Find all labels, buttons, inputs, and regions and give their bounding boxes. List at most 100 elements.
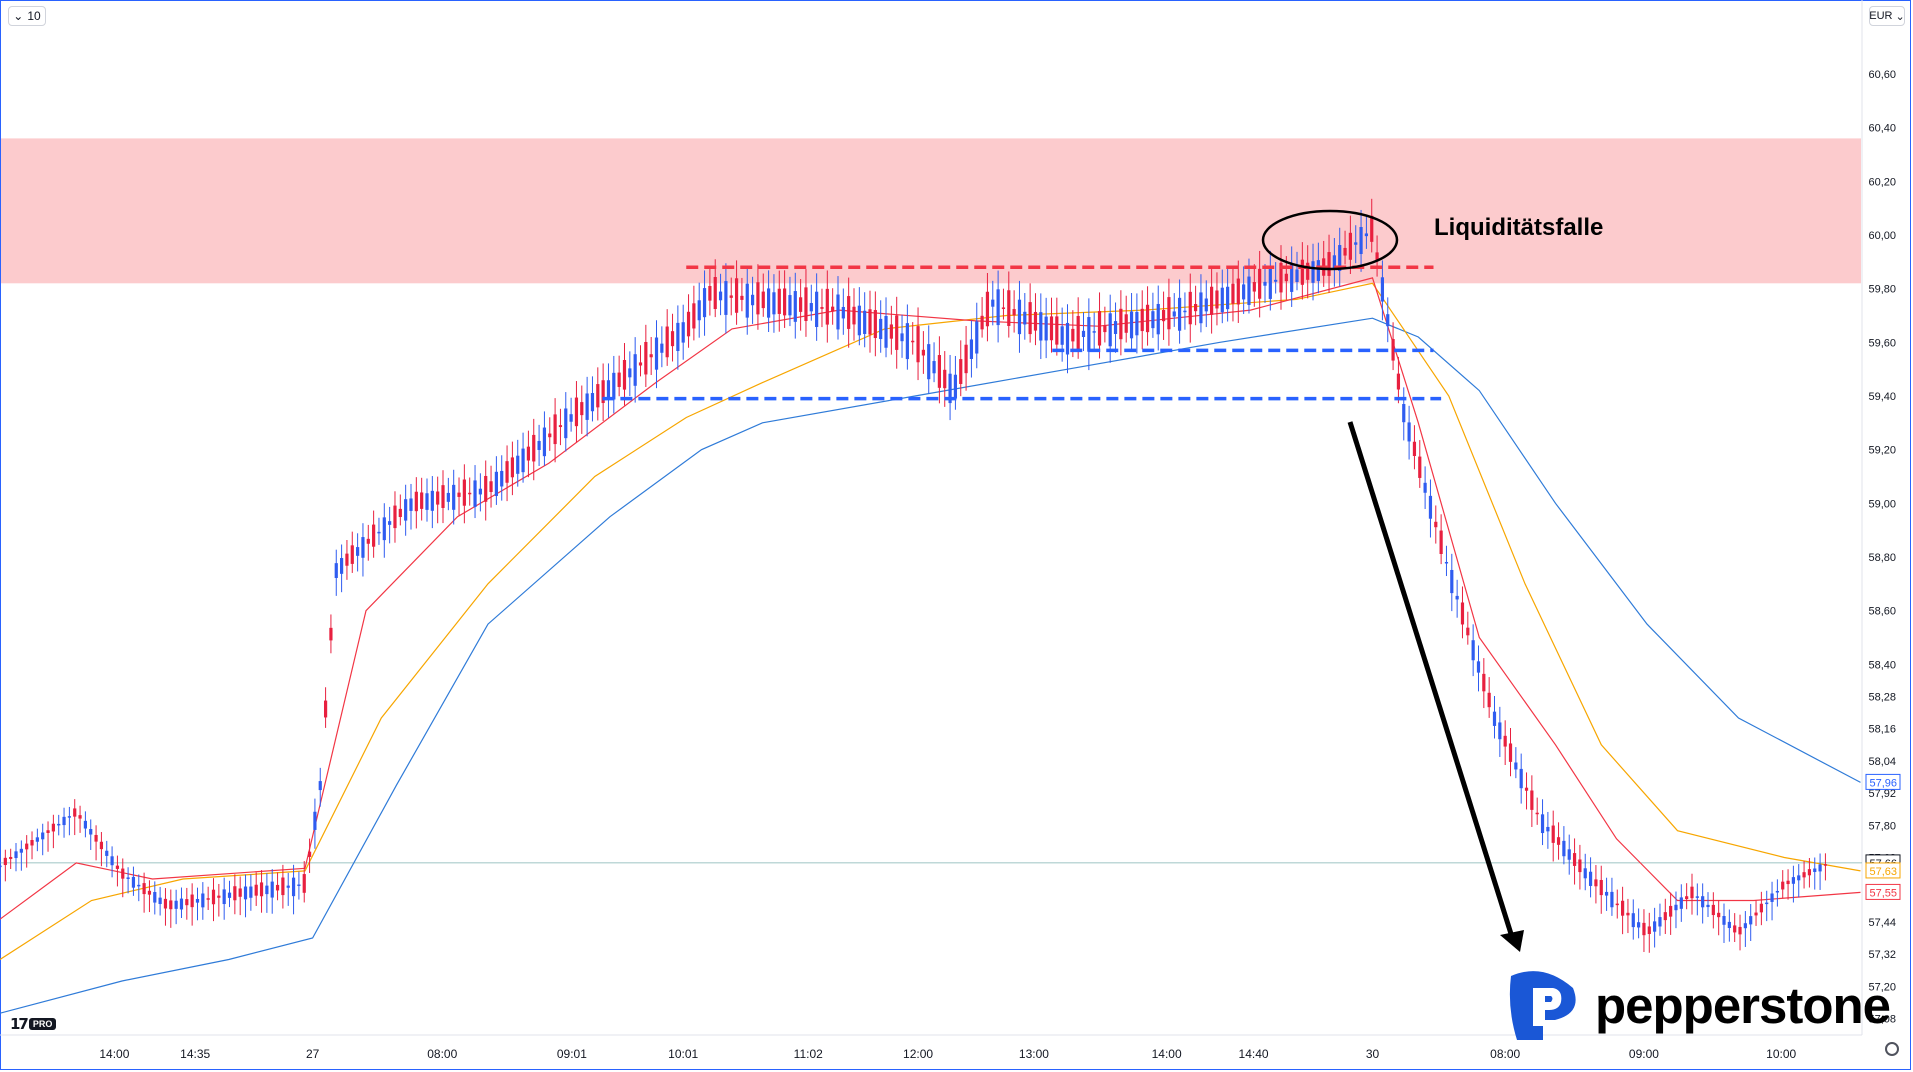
candle-body — [462, 479, 466, 506]
y-tick-label: 59,80 — [1868, 284, 1896, 296]
y-tick-label: 58,04 — [1868, 756, 1896, 768]
resistance-zone — [1, 138, 1861, 284]
candle-body — [783, 288, 787, 316]
candle-body — [425, 493, 429, 510]
candle-body — [1797, 875, 1801, 881]
candle-body — [494, 471, 498, 496]
candle-body — [1775, 890, 1779, 893]
candle-body — [879, 318, 883, 340]
y-tick-label: 59,60 — [1868, 337, 1896, 349]
y-tick-label: 59,00 — [1868, 498, 1896, 510]
candle-body — [1487, 692, 1491, 708]
candle-body — [89, 829, 93, 835]
candle-body — [1033, 311, 1038, 331]
candle-body — [1327, 252, 1331, 276]
candle-body — [676, 322, 680, 352]
candle-body — [996, 289, 1000, 326]
candle-body — [404, 499, 408, 521]
candle-body — [916, 326, 920, 363]
x-tick-label: 12:00 — [903, 1047, 933, 1061]
candle-body — [1423, 482, 1427, 493]
settings-gear-icon[interactable] — [1885, 1042, 1899, 1056]
candle-body — [1007, 290, 1011, 326]
candle-body — [1194, 304, 1198, 312]
candle-body — [1220, 287, 1224, 313]
candle-body — [1663, 912, 1667, 921]
series-line-ema_fast — [0, 277, 1861, 920]
candle-body — [1231, 283, 1235, 304]
candle-body — [1145, 304, 1150, 333]
candle-body — [1791, 877, 1795, 884]
candle-body — [1418, 456, 1422, 478]
candle-body — [697, 300, 701, 321]
x-tick-label: 09:00 — [1629, 1047, 1659, 1061]
candle-body — [1023, 311, 1027, 325]
y-tick-label: 57,80 — [1868, 820, 1896, 832]
candle-body — [1412, 441, 1417, 457]
candle-body — [1610, 891, 1614, 908]
candle-body — [350, 545, 354, 564]
down-arrow-head — [1500, 930, 1524, 952]
candle-body — [569, 414, 573, 422]
candle-body — [932, 361, 936, 374]
candle-body — [1129, 311, 1134, 339]
candle-body — [900, 333, 904, 342]
candle-body — [1210, 286, 1214, 315]
candle-body — [580, 402, 584, 416]
candle-body — [1188, 291, 1192, 325]
candle-body — [884, 315, 888, 348]
candle-body — [1380, 277, 1385, 302]
x-tick-label: 14:40 — [1239, 1047, 1269, 1061]
candle-body — [185, 899, 189, 906]
candle-body — [302, 874, 306, 893]
x-tick-label: 09:01 — [557, 1047, 587, 1061]
candle-body — [665, 326, 669, 358]
x-tick-label: 13:00 — [1019, 1047, 1049, 1061]
candle-body — [1097, 311, 1102, 346]
candle-body — [548, 433, 552, 438]
candle-body — [1727, 921, 1731, 929]
candle-body — [436, 491, 440, 505]
candle-body — [1583, 868, 1587, 879]
candle-body — [489, 481, 493, 493]
candle-body — [147, 890, 152, 895]
interval-selector[interactable]: ⌄ 10 — [8, 6, 46, 26]
candle-body — [1701, 896, 1705, 908]
candle-body — [25, 843, 29, 850]
candle-body — [526, 446, 531, 461]
candle-body — [78, 815, 82, 819]
candle-body — [190, 894, 194, 908]
candle-body — [1642, 922, 1646, 936]
candle-body — [1765, 902, 1769, 905]
candle-body — [233, 886, 237, 901]
candle-body — [1081, 330, 1086, 338]
candle-body — [1551, 825, 1555, 843]
candle-body — [1706, 904, 1710, 908]
candle-body — [1001, 307, 1006, 309]
candle-body — [804, 287, 808, 322]
candle-body — [761, 291, 765, 309]
candle-body — [1770, 893, 1774, 902]
currency-selector[interactable]: EUR ⌄ — [1869, 6, 1905, 26]
candle-body — [1482, 673, 1486, 692]
pepperstone-mark-icon — [1509, 971, 1576, 1040]
candle-body — [409, 498, 413, 511]
candle-body — [1604, 891, 1609, 896]
candle-body — [1295, 269, 1299, 283]
candle-body — [243, 886, 248, 900]
down-arrow-shaft — [1347, 421, 1515, 938]
candle-body — [3, 857, 7, 866]
candle-body — [201, 893, 205, 908]
candle-body — [1167, 297, 1171, 330]
candle-body — [1626, 912, 1630, 916]
candle-body — [318, 781, 322, 791]
candle-body — [1711, 904, 1715, 916]
y-tick-label: 59,40 — [1868, 391, 1896, 403]
candle-body — [1071, 328, 1075, 342]
x-tick-label: 14:00 — [99, 1047, 129, 1061]
y-tick-label: 57,20 — [1868, 981, 1896, 993]
candle-body — [1733, 925, 1737, 933]
x-tick-label: 10:01 — [668, 1047, 698, 1061]
candle-body — [1615, 903, 1619, 906]
